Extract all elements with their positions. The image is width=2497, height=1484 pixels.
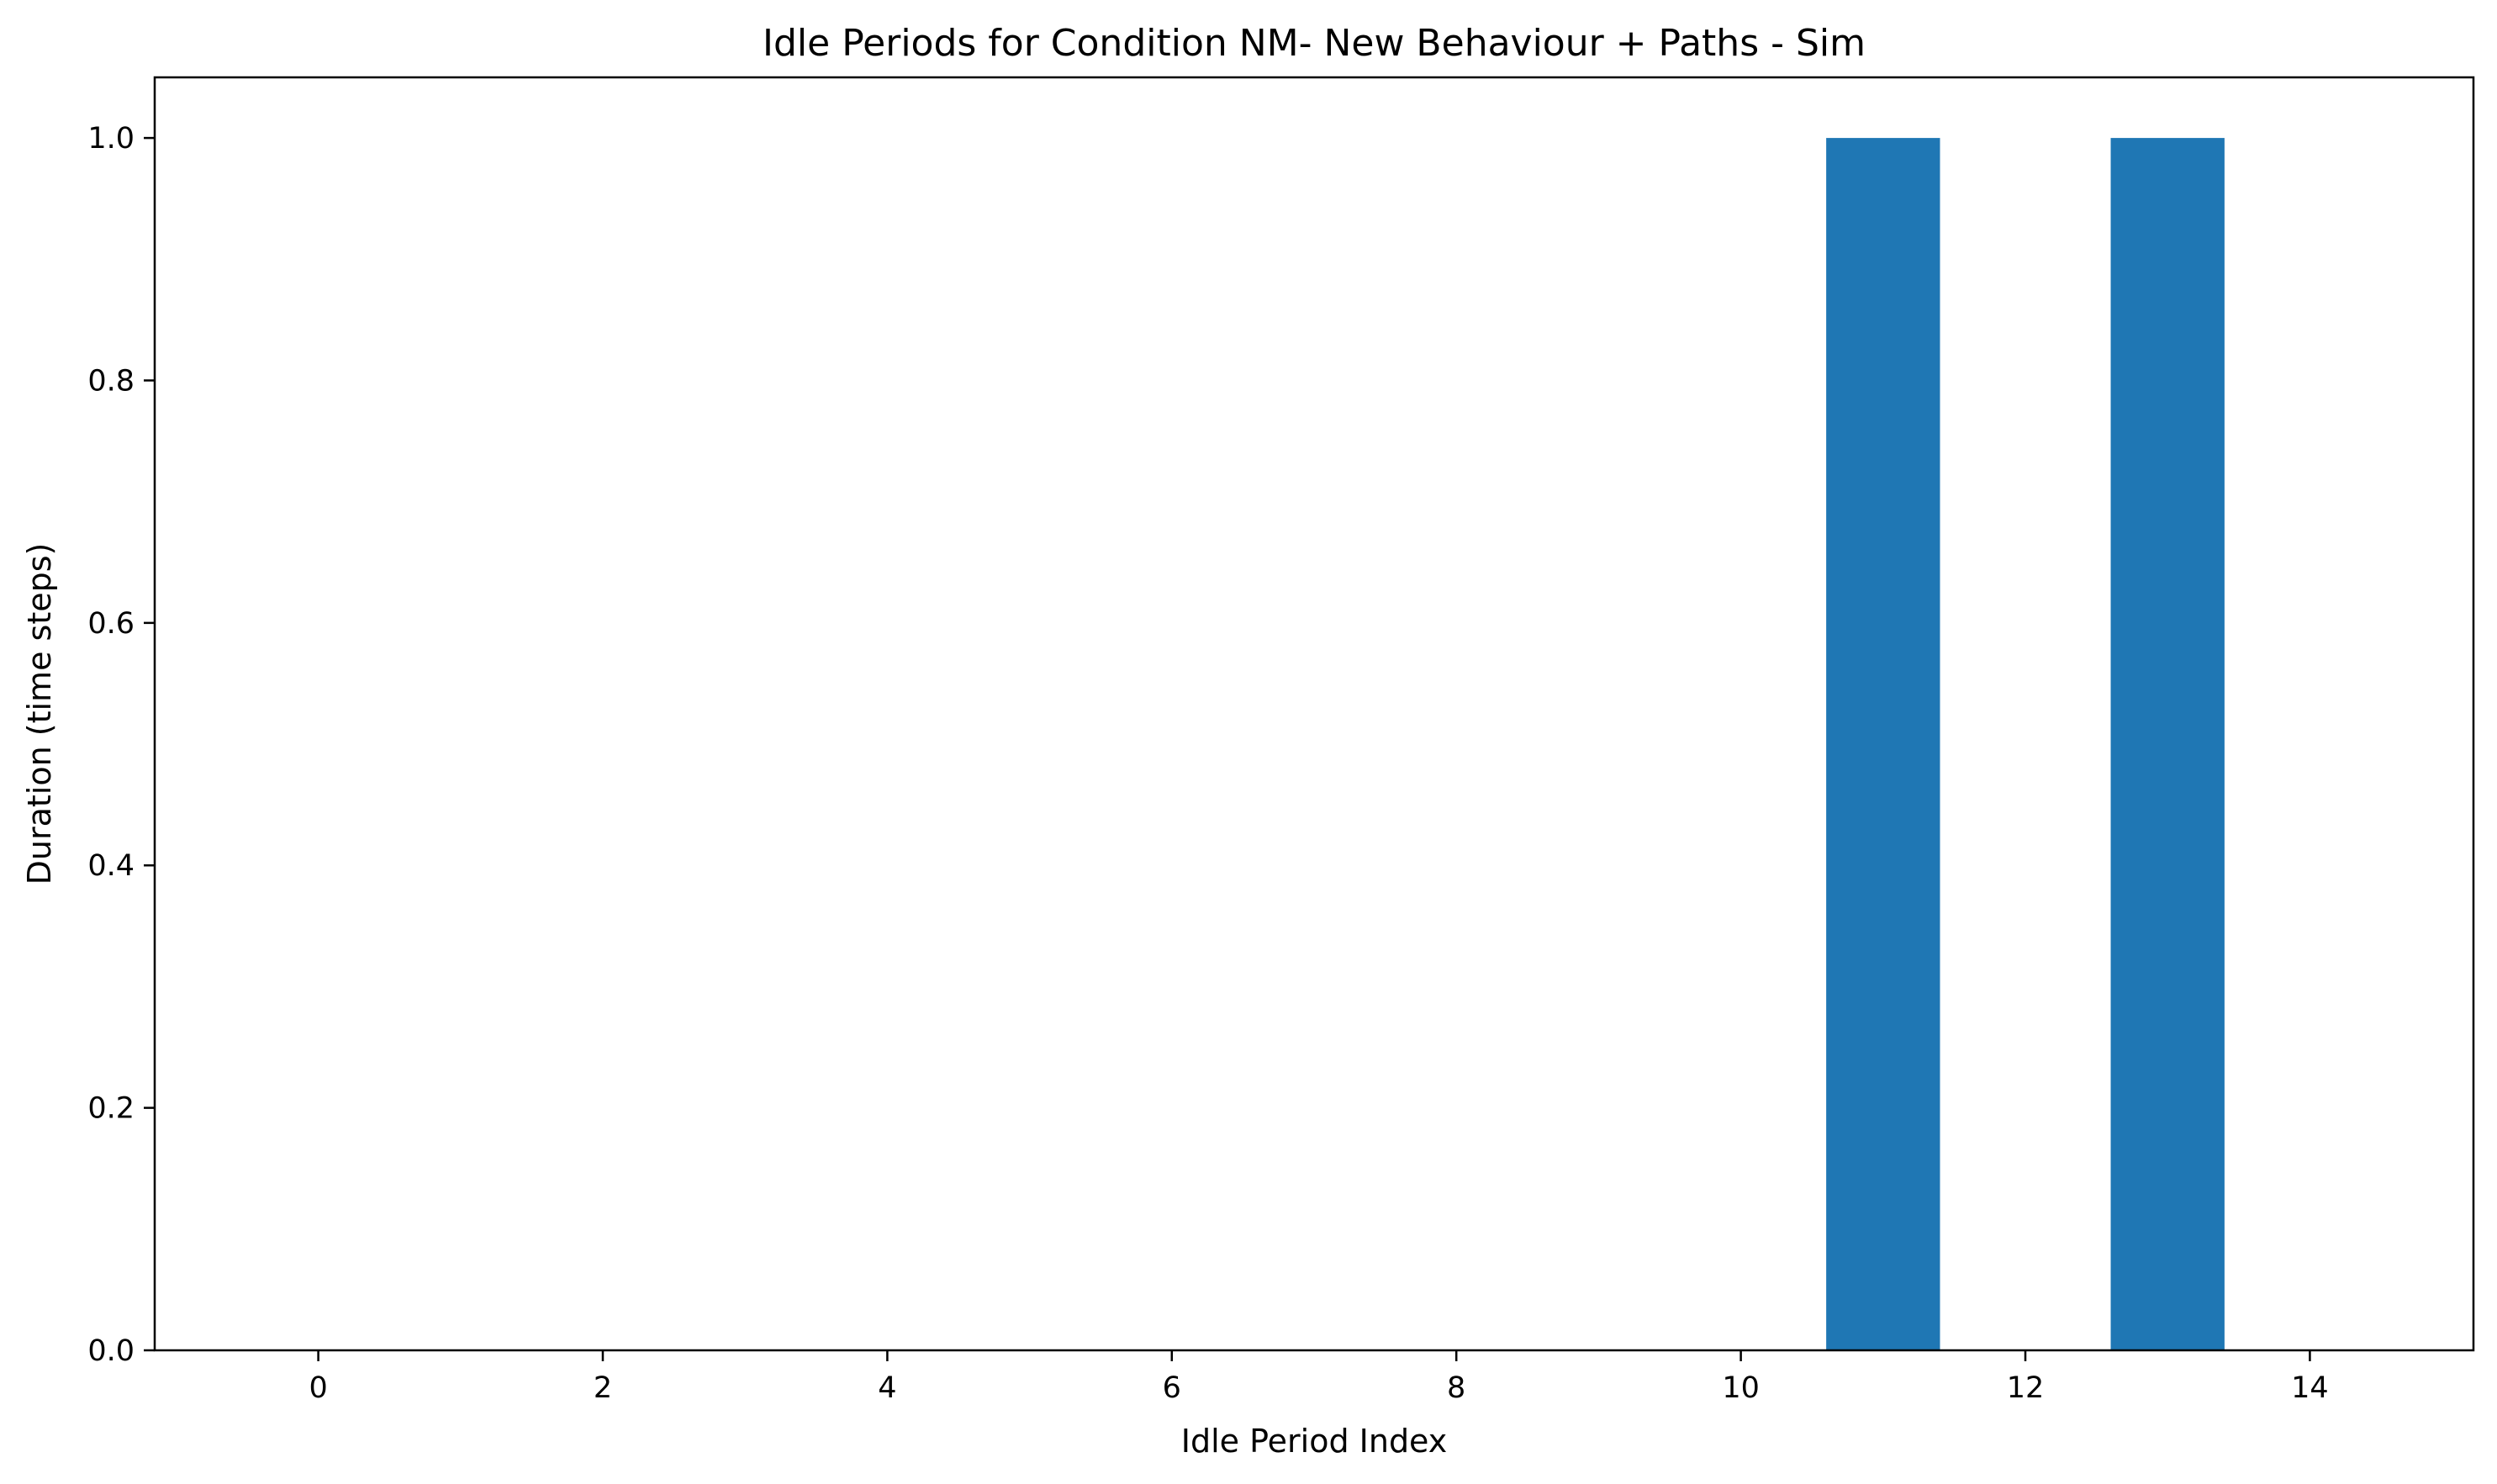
y-tick-label: 0.6 <box>87 607 135 641</box>
x-tick-label: 0 <box>309 1371 327 1405</box>
x-tick-label: 12 <box>2007 1371 2045 1405</box>
plot-frame <box>153 76 2475 1352</box>
y-tick-label: 0.0 <box>87 1334 135 1368</box>
x-tick-label: 14 <box>2291 1371 2329 1405</box>
x-tick-label: 6 <box>1163 1371 1181 1405</box>
chart-title: Idle Periods for Condition NM- New Behav… <box>763 22 1866 65</box>
x-tick-label: 8 <box>1447 1371 1465 1405</box>
bar-13 <box>2110 138 2225 1351</box>
x-tick-label: 4 <box>878 1371 896 1405</box>
x-tick-label: 10 <box>1722 1371 1760 1405</box>
y-tick-label: 1.0 <box>87 122 135 156</box>
y-axis-ticks: 0.0 0.2 0.4 0.6 0.8 1.0 <box>87 122 155 1368</box>
y-tick-label: 0.4 <box>87 849 135 883</box>
x-axis-label: Idle Period Index <box>1181 1423 1448 1460</box>
y-tick-label: 0.2 <box>87 1092 135 1126</box>
x-tick-label: 2 <box>594 1371 612 1405</box>
x-axis-ticks: 0 2 4 6 8 10 12 14 <box>309 1350 2329 1405</box>
bars-group <box>1826 138 2225 1351</box>
y-tick-label: 0.8 <box>87 364 135 398</box>
y-axis-label: Duration (time steps) <box>21 543 58 885</box>
bar-11 <box>1826 138 1940 1351</box>
